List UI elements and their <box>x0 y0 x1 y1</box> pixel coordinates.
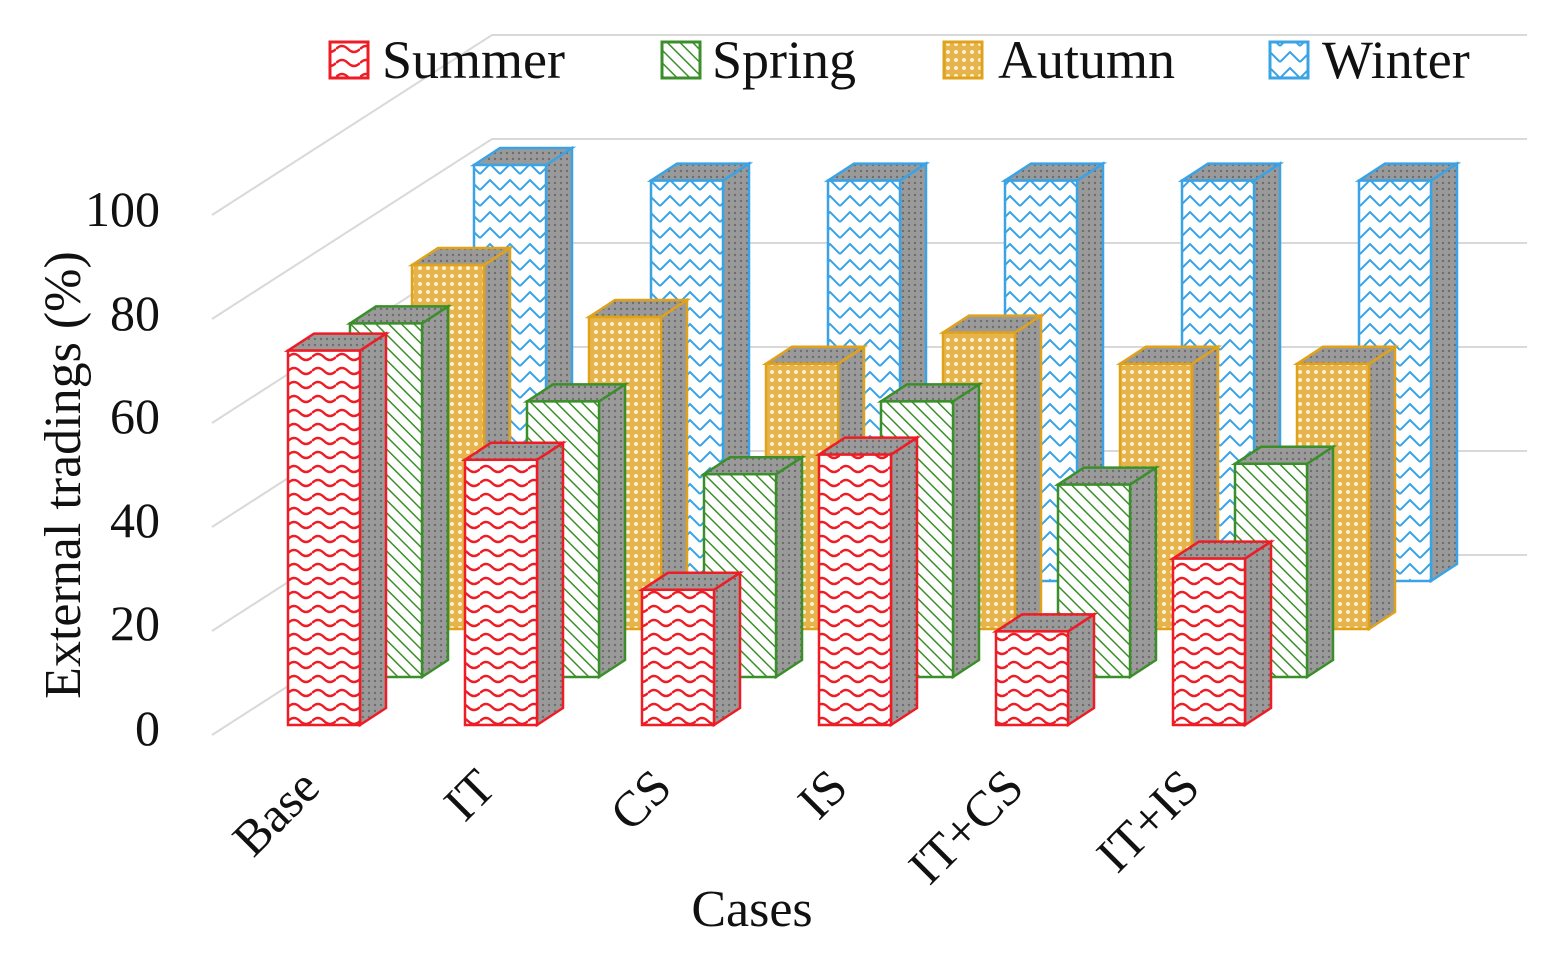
bar-side <box>951 382 981 680</box>
y-tick-label: 80 <box>110 285 160 341</box>
x-category-label: CS <box>599 758 682 841</box>
legend-label-spring: Spring <box>712 30 856 90</box>
bar-side <box>597 382 627 680</box>
bar-side <box>1013 313 1043 632</box>
legend-item-summer: Summer <box>328 30 565 90</box>
legend-label-winter: Winter <box>1322 30 1470 90</box>
bar-side <box>535 440 565 728</box>
x-category-labels: Base IT CS IS IT+CS IT+IS <box>221 758 1209 894</box>
y-axis-title: External tradings (%) <box>35 251 92 699</box>
legend-label-summer: Summer <box>382 30 565 90</box>
legend: Summer Spring Autumn Winter <box>328 30 1470 90</box>
bar-front <box>817 453 893 727</box>
bar-summer-it-plus-cs <box>991 612 1099 728</box>
bar-summer-cs <box>637 570 745 728</box>
bar-summer-is <box>814 435 922 728</box>
y-tick-label: 100 <box>85 181 160 237</box>
y-tick-label: 0 <box>135 700 160 756</box>
bar-side <box>1243 539 1273 728</box>
legend-item-winter: Winter <box>1268 30 1470 90</box>
legend-swatch-spring <box>660 40 702 80</box>
bar-summer-it <box>460 440 568 728</box>
bar-side <box>712 570 742 728</box>
bar-front <box>1171 557 1247 727</box>
legend-item-autumn: Autumn <box>942 30 1175 90</box>
bar-side <box>774 454 804 680</box>
bar-side <box>358 331 388 728</box>
gridline <box>211 34 1527 216</box>
bar-side <box>889 435 919 728</box>
bar-front <box>994 630 1070 727</box>
bar-side <box>1305 444 1335 680</box>
legend-label-autumn: Autumn <box>998 30 1175 90</box>
y-tick-label: 40 <box>110 492 160 548</box>
x-category-label: IT+CS <box>898 758 1034 894</box>
bar-front <box>463 458 539 727</box>
y-tick-label: 60 <box>110 388 160 444</box>
bar-side <box>420 304 450 680</box>
bar-summer-base <box>283 331 391 728</box>
bar-front <box>640 588 716 727</box>
bar-front <box>286 349 362 727</box>
legend-swatch-summer <box>328 40 370 80</box>
x-category-label: Base <box>221 758 329 866</box>
gridline <box>211 138 1527 320</box>
bars-layer <box>283 145 1462 728</box>
bar-side <box>1128 465 1158 680</box>
bar-side <box>1066 612 1096 728</box>
x-axis-title: Cases <box>691 881 812 938</box>
bar-summer-it-plus-is <box>1168 539 1276 728</box>
legend-swatch-autumn <box>942 40 984 80</box>
legend-swatch-winter <box>1268 40 1310 80</box>
y-tick-labels: 0 20 40 60 80 100 <box>85 181 160 756</box>
x-category-label: IS <box>787 758 858 829</box>
y-tick-label: 20 <box>110 595 160 651</box>
legend-item-spring: Spring <box>660 30 856 90</box>
bar-side <box>1367 344 1397 632</box>
bar-side <box>1429 161 1459 584</box>
x-category-label: IT+IS <box>1085 758 1209 882</box>
x-category-label: IT <box>433 758 506 831</box>
